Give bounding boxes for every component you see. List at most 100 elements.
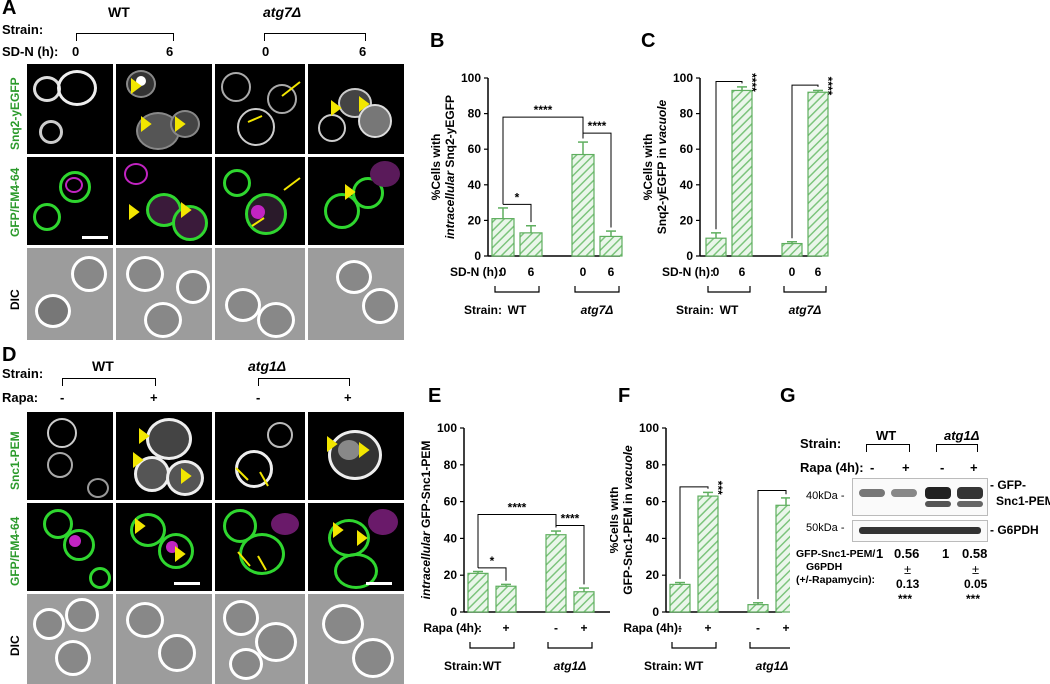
x-tick-label: + [502,621,509,635]
panel-a-time-1: 6 [166,44,174,59]
arrowhead-a3 [175,116,186,132]
arrow-d10 [237,551,251,567]
arrow-overlay [129,78,370,571]
micrograph-d-merge-atg1-minus [215,503,305,591]
micrograph-a-dic-wt-6 [116,248,212,340]
y-tick-label: 100 [673,71,693,85]
bar [781,242,803,257]
group-bracket [469,642,515,649]
panel-a-time-0: 0 [72,44,80,59]
bar [747,604,769,613]
panel-d-atg1-bracket [258,378,350,386]
panel-g-rapa-1: + [902,460,910,475]
panel-g-ratio-0: 1 [876,546,884,561]
y-tick-label: 0 [652,605,659,619]
x-tick-label: - [476,621,480,635]
x-tick-label: 0 [713,265,720,279]
group-label: WT [483,659,502,673]
group-label: atg7Δ [789,303,822,317]
bar [467,572,489,613]
y-tick-label: 40 [468,178,482,192]
y-label-post: GFP-Snc1-PEM [420,441,433,528]
y-tick-label: 80 [680,107,694,121]
panel-g-ratio-label-2: G6PDH [806,561,843,573]
panel-label-g: G [780,385,796,407]
significance-stars: **** [821,77,835,96]
y-tick-label: 20 [680,213,694,227]
y-label-line2: intracellular GFP-Snc1-PEM [420,441,433,600]
panel-g-pm-2: ± [972,562,980,577]
group-bracket [671,642,717,649]
y-label-line2: GFP-Snc1-PEM in vacuole [621,445,635,595]
y-tick-label: 0 [450,605,457,619]
panel-g-strain-atg1: atg1Δ [944,428,980,443]
bar [705,237,727,257]
group-bracket [547,642,593,649]
micrograph-d-gfp-wt-minus [27,412,113,500]
micrograph-d-dic-wt-plus [116,594,212,684]
scale-bar-a [82,236,108,239]
strain-label: Strain: [464,303,502,317]
y-tick-label: 60 [444,495,458,509]
group-bracket [783,286,827,293]
micrograph-a-gfp-atg7-6 [308,64,404,154]
condition-label: Rapa (4h): [423,621,482,635]
panel-g-ratio-2: 1 [942,546,950,561]
bar [807,91,829,257]
micrograph-a-dic-atg7-6 [308,248,404,340]
bar [491,218,515,257]
arrowhead-a6 [331,100,342,116]
panel-d-strain-label: Strain: [2,366,44,381]
y-tick-label: 60 [680,142,694,156]
group-label: atg1Δ [756,659,789,673]
panel-g-rapa-3: + [970,460,978,475]
micrograph-d-merge-wt-minus [27,503,113,591]
panel-label-d: D [2,344,17,366]
y-tick-label: 60 [646,495,660,509]
panel-g-ratio-label-1: GFP-Snc1-PEM/ [796,548,876,560]
y-axis-label: %Cells with Snq2-yEGFP in vacuole [641,99,669,234]
micrograph-d-merge-wt-plus [116,503,212,591]
y-tick-label: 100 [437,421,457,435]
panel-g-band1-line1: - GFP- [990,478,1026,492]
x-tick-label: + [580,621,587,635]
arrow-d4 [235,467,249,481]
panel-d-rapa-label: Rapa: [2,390,39,405]
panel-d-rapa-3: + [344,390,352,405]
y-tick-label: 100 [461,71,481,85]
condition-label: Rapa (4h): [623,621,682,635]
panel-g-wt-bracket [866,444,910,452]
bar [599,235,623,257]
panel-g-ratio-3: 0.58 [962,546,988,561]
y-tick-label: 0 [474,249,481,263]
y-tick-label: 20 [646,568,660,582]
micrograph-a-merge-atg7-0 [215,157,305,245]
micrograph-a-dic-wt-0 [27,248,113,340]
significance-stars: *** [789,485,790,499]
group-bracket [707,286,751,293]
panel-g-band2: - G6PDH [990,523,1039,537]
micrograph-a-gfp-wt-6 [116,64,212,154]
y-label-line1: %Cells with [610,487,621,554]
bar [573,591,595,613]
panel-g-rapa-0: - [870,460,875,475]
significance-bracket [555,525,585,585]
blot-g6pdh [852,520,988,542]
x-tick-label: 0 [580,265,587,279]
significance-bracket [757,490,787,600]
significance-stars: **** [561,512,580,526]
x-tick-label: - [554,621,558,635]
x-tick-label: 0 [500,265,507,279]
group-label: WT [720,303,739,317]
panel-label-b: B [430,30,445,52]
significance-stars: * [490,554,495,568]
significance-bracket [502,116,584,205]
y-axis-label: %Cells with GFP-Snc1-PEM in vacuole [610,445,635,595]
strain-label: Strain: [644,659,682,673]
y-label-mid: Snq2-yEGFP in [655,144,669,234]
group-label: WT [685,659,704,673]
y-label-mid: GFP-Snc1-PEM in [621,490,635,595]
panel-g-err-1: 0.13 [896,577,920,591]
